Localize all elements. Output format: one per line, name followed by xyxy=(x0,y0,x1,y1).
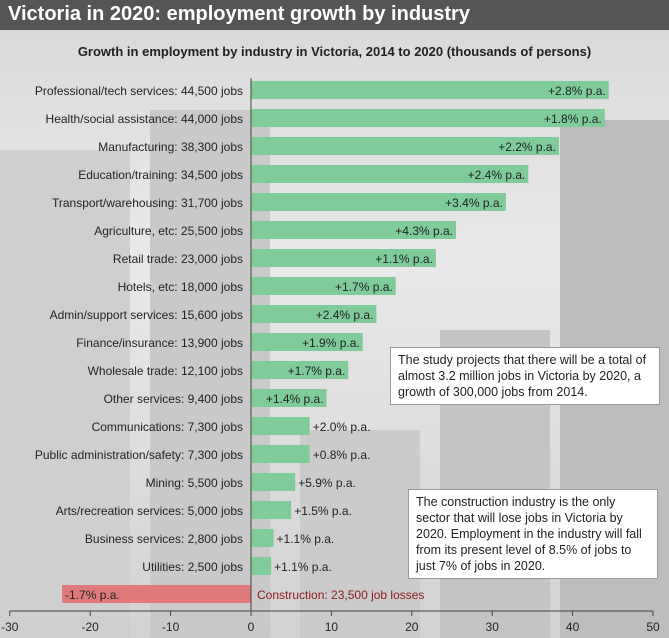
bar xyxy=(251,557,272,575)
page-title: Victoria in 2020: employment growth by i… xyxy=(8,3,470,25)
x-tick-label: 20 xyxy=(405,620,419,634)
building-silhouette xyxy=(150,110,270,638)
rate-label: +2.0% p.a. xyxy=(313,420,371,434)
bar xyxy=(251,445,310,463)
category-label: Arts/recreation services: 5,000 jobs xyxy=(56,504,243,518)
rate-label: +4.3% p.a. xyxy=(395,224,453,238)
category-label: Hotels, etc: 18,000 jobs xyxy=(118,280,243,294)
rate-label: +3.4% p.a. xyxy=(445,196,503,210)
bar xyxy=(251,473,296,491)
category-label: Transport/warehousing: 31,700 jobs xyxy=(52,196,243,210)
rate-label: +1.4% p.a. xyxy=(266,392,324,406)
bar xyxy=(251,81,609,99)
rate-label: +2.4% p.a. xyxy=(468,168,526,182)
category-label: Construction: 23,500 job losses xyxy=(257,588,424,602)
category-label: Admin/support services: 15,600 jobs xyxy=(50,308,243,322)
x-tick-label: 50 xyxy=(646,620,660,634)
bar xyxy=(251,249,436,267)
building-silhouette xyxy=(300,430,420,638)
x-tick-label: -30 xyxy=(1,620,19,634)
rate-label: +1.5% p.a. xyxy=(294,504,352,518)
rate-label: +1.7% p.a. xyxy=(335,280,393,294)
bar xyxy=(251,333,363,351)
category-label: Health/social assistance: 44,000 jobs xyxy=(46,112,243,126)
rate-label: +5.9% p.a. xyxy=(298,476,356,490)
rate-label: +1.1% p.a. xyxy=(277,532,335,546)
category-label: Utilities: 2,500 jobs xyxy=(142,560,243,574)
bar xyxy=(251,389,327,407)
x-tick-label: 0 xyxy=(248,620,255,634)
bar xyxy=(251,417,310,435)
rate-label: +2.2% p.a. xyxy=(498,140,556,154)
category-label: Professional/tech services: 44,500 jobs xyxy=(35,84,243,98)
category-label: Finance/insurance: 13,900 jobs xyxy=(76,336,243,350)
bar xyxy=(251,305,377,323)
category-label: Education/training: 34,500 jobs xyxy=(78,168,243,182)
rate-label: +2.8% p.a. xyxy=(548,84,606,98)
rate-label: +1.7% p.a. xyxy=(288,364,346,378)
chart-subtitle: Growth in employment by industry in Vict… xyxy=(77,44,592,59)
bar xyxy=(251,193,506,211)
bar xyxy=(251,137,559,155)
bar xyxy=(62,585,252,603)
x-tick-label: 10 xyxy=(325,620,339,634)
bar xyxy=(251,529,274,547)
bar xyxy=(251,221,457,239)
category-label: Agriculture, etc: 25,500 jobs xyxy=(94,224,243,238)
category-label: Manufacturing: 38,300 jobs xyxy=(98,140,243,154)
total-jobs-note: The study projects that there will be a … xyxy=(390,347,660,405)
building-silhouette xyxy=(0,150,130,638)
rate-label: -1.7% p.a. xyxy=(65,588,120,602)
rate-label: +1.1% p.a. xyxy=(375,252,433,266)
category-label: Other services: 9,400 jobs xyxy=(104,392,243,406)
category-label: Business services: 2,800 jobs xyxy=(85,532,243,546)
rate-label: +1.9% p.a. xyxy=(302,336,360,350)
x-tick-label: 40 xyxy=(566,620,580,634)
category-label: Public administration/safety: 7,300 jobs xyxy=(35,448,243,462)
rate-label: +2.4% p.a. xyxy=(316,308,374,322)
category-label: Retail trade: 23,000 jobs xyxy=(113,252,243,266)
rate-label: +1.8% p.a. xyxy=(544,112,602,126)
category-label: Communications: 7,300 jobs xyxy=(92,420,243,434)
category-label: Mining: 5,500 jobs xyxy=(146,476,243,490)
x-tick-label: -10 xyxy=(162,620,180,634)
rate-label: +0.8% p.a. xyxy=(313,448,371,462)
construction-note: The construction industry is the only se… xyxy=(408,489,658,579)
bar xyxy=(251,501,292,519)
x-tick-label: 30 xyxy=(486,620,500,634)
bar xyxy=(251,109,605,127)
title-bar: Victoria in 2020: employment growth by i… xyxy=(0,0,669,30)
rate-label: +1.1% p.a. xyxy=(274,560,332,574)
x-tick-label: -20 xyxy=(82,620,100,634)
category-label: Wholesale trade: 12,100 jobs xyxy=(88,364,243,378)
bar xyxy=(251,361,349,379)
bar xyxy=(251,165,529,183)
bar xyxy=(251,277,396,295)
